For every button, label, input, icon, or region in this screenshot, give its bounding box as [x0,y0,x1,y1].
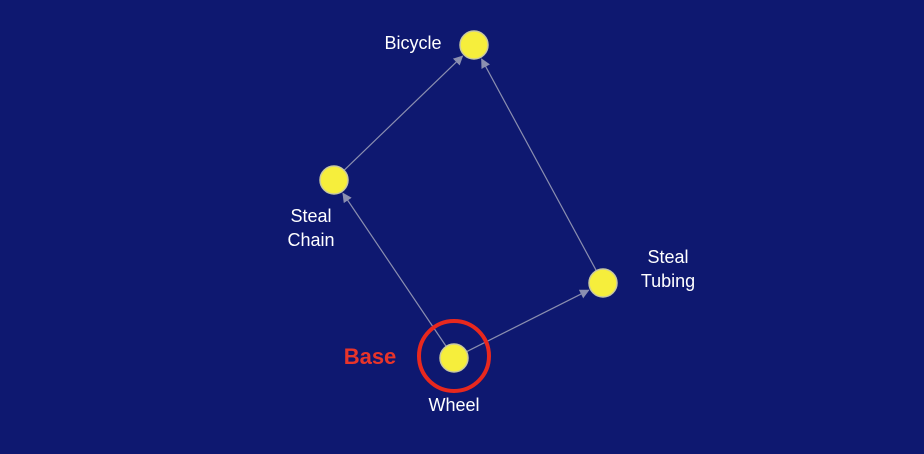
node-steal-chain[interactable]: Steal Chain [287,165,349,250]
node-label-line: Bicycle [384,33,441,53]
node-wheel[interactable]: Wheel [428,343,480,415]
edge-steal-chain-to-bicycle [343,55,464,171]
node-label-line: Wheel [428,395,479,415]
node-label-line: Chain [287,230,334,250]
nodes-layer: Bicycle Steal Chain Steal Tubing Wheel [287,30,695,415]
edge-wheel-to-steal-chain [342,192,447,347]
base-highlight-ring [417,319,491,393]
node-circle-bicycle[interactable] [459,30,489,60]
node-label-bicycle: Bicycle [384,33,441,53]
node-bicycle[interactable]: Bicycle [384,30,489,60]
node-label-line: Steal [647,247,688,267]
node-label-line: Steal [290,206,331,226]
node-circle-wheel[interactable] [439,343,469,373]
node-label-steal-tubing: Steal Tubing [641,247,695,291]
node-label-line: Tubing [641,271,695,291]
node-steal-tubing[interactable]: Steal Tubing [588,247,695,298]
node-label-steal-chain: Steal Chain [287,206,334,250]
node-circle-steal-tubing[interactable] [588,268,618,298]
node-circle-steal-chain[interactable] [319,165,349,195]
node-label-wheel: Wheel [428,395,479,415]
edges-layer [342,55,597,353]
annotation-layer: Base [344,319,491,393]
edge-steal-tubing-to-bicycle [481,58,597,271]
base-annotation-label: Base [344,344,397,369]
